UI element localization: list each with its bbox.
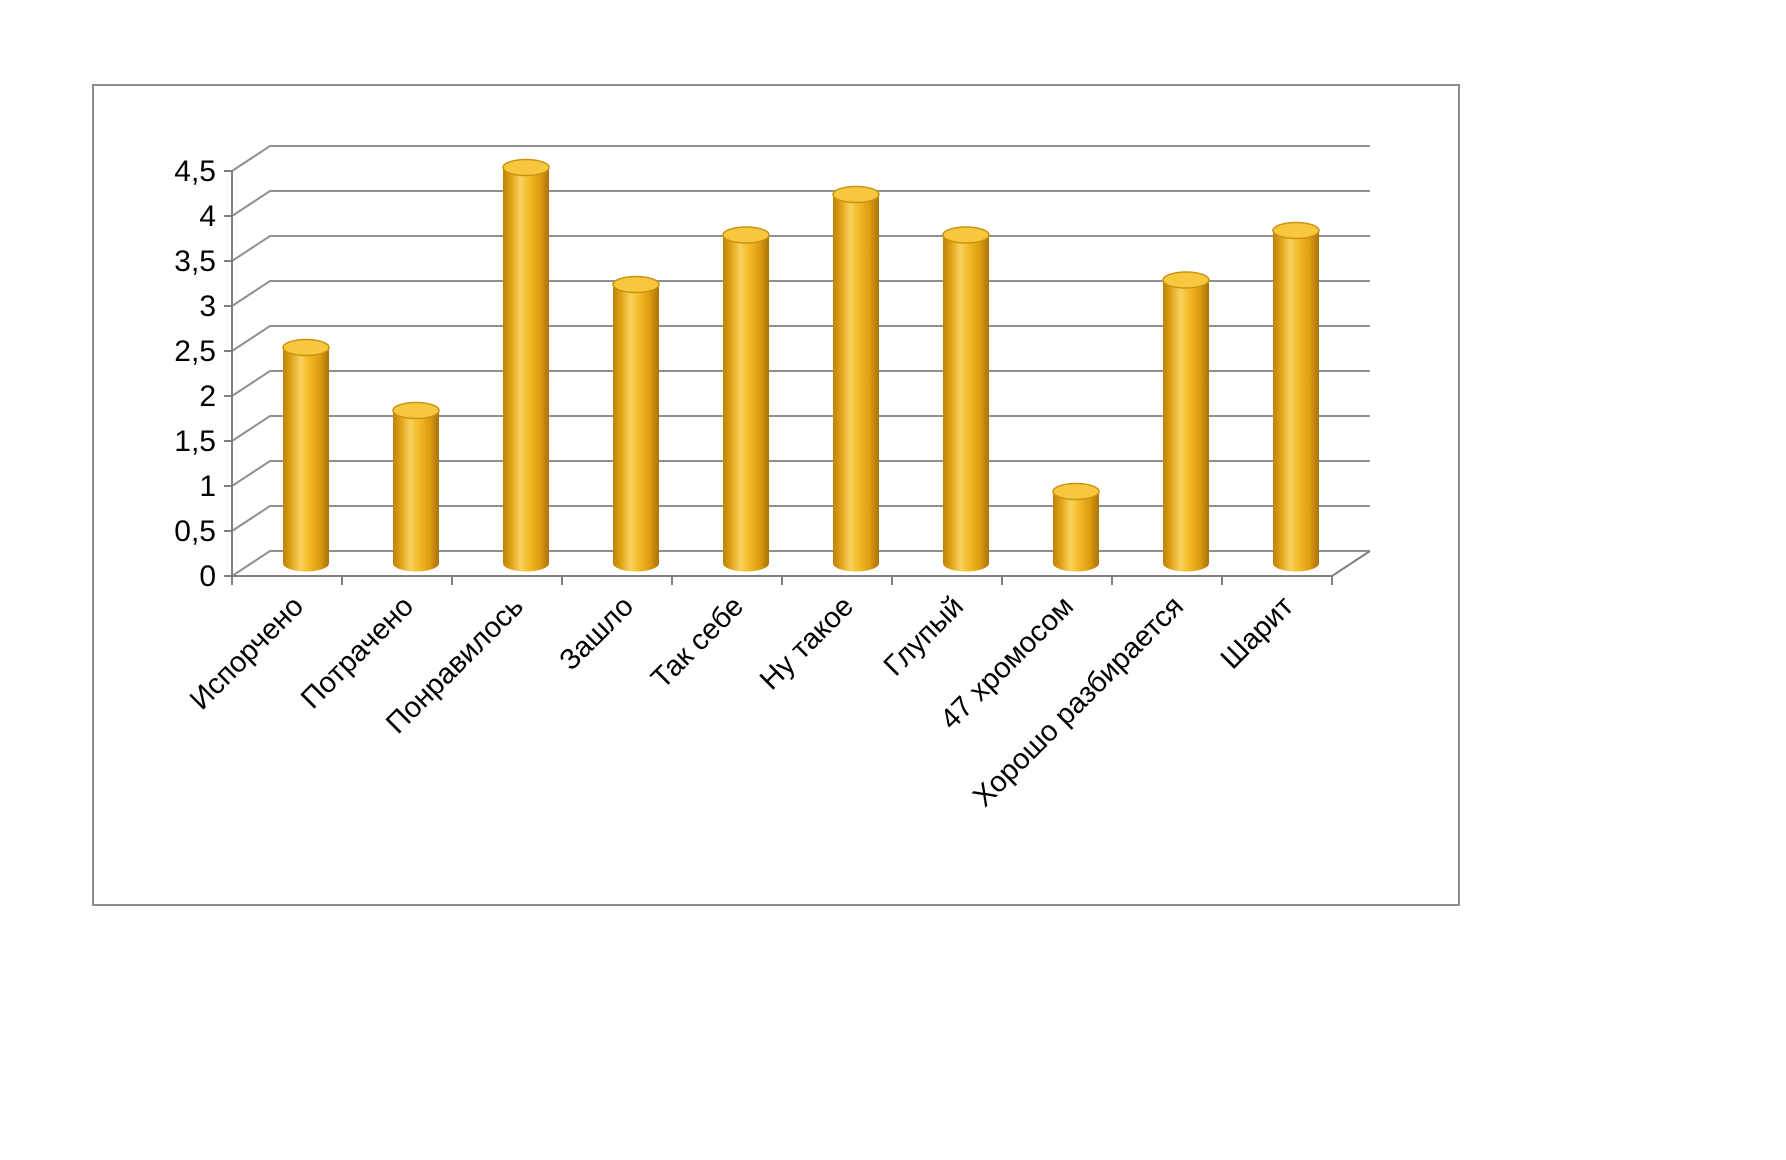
chart-bar (722, 226, 770, 572)
chart-bar (282, 338, 330, 572)
gridline (231, 415, 1370, 442)
bar-body (723, 235, 769, 572)
bar-body (613, 284, 659, 572)
chart-bar (1272, 221, 1320, 572)
chart-bar (832, 185, 880, 572)
chart-bar (502, 158, 550, 572)
y-tick-label: 0,5 (174, 515, 216, 548)
bar-chart-svg: 00,511,522,533,544,5ИспорченоПотраченоПо… (174, 145, 1371, 813)
bar-top (282, 338, 330, 357)
y-tick-label: 2,5 (174, 335, 216, 368)
chart-bar (1162, 271, 1210, 572)
floor-right-edge (1331, 550, 1371, 577)
chart-bar (392, 401, 440, 572)
y-tick-label: 0 (199, 560, 216, 593)
bar-body (1163, 280, 1209, 572)
bar-top (502, 158, 550, 177)
gridline (231, 280, 1370, 307)
bar-top (1272, 221, 1320, 240)
bar-top (1162, 271, 1210, 289)
bar-body (283, 347, 329, 572)
y-tick-label: 1 (199, 470, 216, 503)
bar-top (722, 226, 770, 244)
bar-body (1273, 230, 1319, 572)
bar-top (392, 401, 440, 420)
bar-top (612, 275, 660, 294)
x-category-label: Так себе (645, 590, 750, 695)
gridline (231, 505, 1370, 532)
chart-bar (612, 275, 660, 572)
gridline (231, 145, 1370, 172)
chart-bar (942, 226, 990, 572)
x-category-label: Зашло (553, 590, 639, 676)
y-tick-label: 2 (199, 380, 216, 413)
gridline (231, 370, 1370, 397)
gridline (231, 460, 1370, 487)
x-category-label: Шарит (1215, 590, 1300, 675)
y-tick-label: 3,5 (174, 245, 216, 278)
bar-top (942, 226, 990, 244)
chart-bar (1052, 482, 1100, 572)
x-category-label: Испорчено (184, 590, 310, 716)
chart-frame: 0 0,5 1 1,5 2 2,5 3 3,5 4 4,5 Испорчено Потрачено По… (92, 84, 1460, 906)
bar-body (503, 167, 549, 572)
bar-body (943, 235, 989, 572)
y-tick-label: 3 (199, 290, 216, 323)
bar-top (1052, 482, 1100, 501)
bar-top (832, 185, 880, 204)
bar-body (833, 194, 879, 572)
x-category-label: Хорошо разбирается (967, 590, 1190, 813)
x-category-label: Глупый (878, 590, 970, 682)
y-tick-label: 4,5 (174, 155, 216, 188)
bar-body (393, 410, 439, 572)
gridline (231, 235, 1370, 262)
y-tick-label: 1,5 (174, 425, 216, 458)
x-category-label: Ну такое (754, 590, 860, 696)
gridline (231, 325, 1370, 352)
gridline (231, 550, 1370, 577)
bar-body (1053, 491, 1099, 572)
gridline (231, 190, 1370, 217)
y-tick-label: 4 (199, 200, 216, 233)
